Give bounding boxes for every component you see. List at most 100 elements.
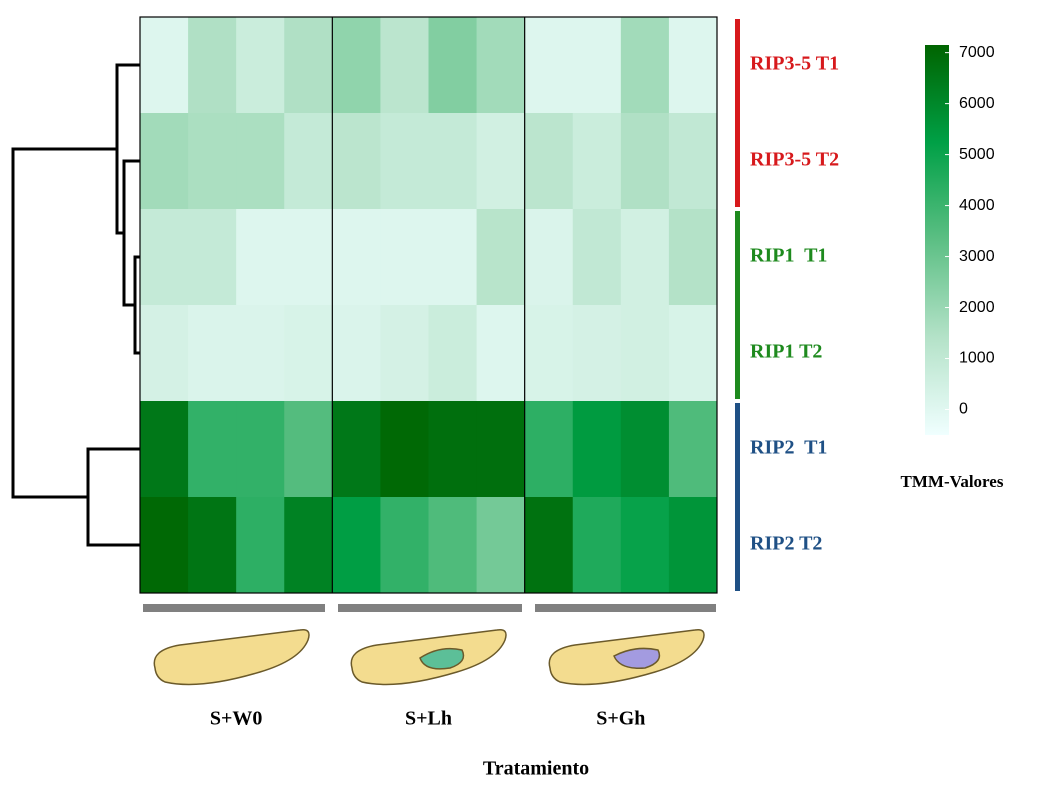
heatmap-cell — [188, 497, 237, 594]
heatmap-cell — [668, 113, 718, 210]
heatmap-cell — [620, 113, 670, 210]
heatmap-cell — [236, 401, 285, 498]
row-label: RIP3-5 T1 — [750, 53, 839, 75]
colorbar-tick-label: 2000 — [959, 299, 995, 316]
heatmap-cell — [524, 209, 574, 306]
row-label: RIP2 T2 — [750, 533, 822, 555]
heatmap-cell — [188, 401, 237, 498]
heatmap-cell — [668, 209, 718, 306]
heatmap-cell — [428, 497, 478, 594]
heatmap-cell — [524, 17, 574, 114]
heatmap-cell — [140, 17, 189, 114]
heatmap-cell — [476, 17, 526, 114]
group-label: S+W0 — [210, 708, 263, 730]
heatmap-cell — [188, 17, 237, 114]
row-label: RIP1 T1 — [750, 245, 827, 267]
heatmap-cell — [284, 209, 333, 306]
colorbar-tick-label: 1000 — [959, 350, 995, 367]
heatmap-cell — [428, 401, 478, 498]
colorbar-tick-label: 6000 — [959, 95, 995, 112]
heatmap-cell — [380, 497, 429, 594]
heatmap-cell — [572, 113, 622, 210]
colorbar-tick-label: 0 — [959, 401, 968, 418]
colorbar-tick-label: 5000 — [959, 146, 995, 163]
heatmap-cell — [476, 401, 526, 498]
heatmap-cell — [620, 305, 670, 402]
heatmap-cell — [284, 401, 333, 498]
heatmap-cell — [332, 497, 381, 594]
heatmap-cell — [380, 305, 429, 402]
heatmap-cell — [140, 497, 189, 594]
heatmap-cell — [332, 305, 381, 402]
heatmap-border — [139, 16, 718, 594]
heatmap-cell — [668, 305, 718, 402]
row-label: RIP2 T1 — [750, 437, 827, 459]
heatmap-cell — [476, 209, 526, 306]
heatmap-cell — [668, 497, 718, 594]
heatmap-cell — [620, 17, 670, 114]
row-label: RIP1 T2 — [750, 341, 822, 363]
heatmap-cell — [380, 17, 429, 114]
heatmap-cell — [620, 209, 670, 306]
row-group-bar — [735, 403, 740, 591]
heatmap-cell — [236, 209, 285, 306]
treatment-bars — [143, 604, 716, 612]
heatmap-cell — [524, 305, 574, 402]
colorbar — [925, 45, 949, 435]
heatmap-cell — [668, 401, 718, 498]
heatmap-cell — [332, 209, 381, 306]
heatmap-cell — [380, 209, 429, 306]
heatmap-cell — [620, 497, 670, 594]
heatmap-cell — [236, 113, 285, 210]
heatmap-cell — [428, 113, 478, 210]
heatmap-cell — [332, 17, 381, 114]
heatmap-cell — [140, 305, 189, 402]
heatmap-cell — [188, 113, 237, 210]
heatmap-cell — [140, 401, 189, 498]
heatmap-cell — [236, 305, 285, 402]
heatmap-cell — [572, 209, 622, 306]
heatmap-cell — [284, 17, 333, 114]
row-label: RIP3-5 T2 — [750, 149, 839, 171]
colorbar-tick-label: 3000 — [959, 248, 995, 265]
group-label: S+Lh — [405, 708, 452, 730]
heatmap-cell — [380, 401, 429, 498]
heatmap-cell — [572, 305, 622, 402]
heatmap-cell — [620, 401, 670, 498]
heatmap-cell — [140, 209, 189, 306]
colorbar-title: TMM-Valores — [901, 472, 1004, 491]
heatmap-cell — [572, 401, 622, 498]
heatmap-cell — [284, 497, 333, 594]
heatmap-cell — [236, 497, 285, 594]
heatmap-cell — [332, 401, 381, 498]
heatmap-cell — [236, 17, 285, 114]
heatmap-cell — [428, 305, 478, 402]
heatmap-cell — [428, 209, 478, 306]
row-group-bar — [735, 211, 740, 399]
heatmap-cell — [140, 113, 189, 210]
heatmap-cell — [476, 305, 526, 402]
heatmap-cell — [284, 113, 333, 210]
heatmap-cell — [524, 113, 574, 210]
heatmap-cell — [572, 17, 622, 114]
heatmap-cell — [476, 497, 526, 594]
heatmap-cell — [476, 113, 526, 210]
heatmap-cell — [428, 17, 478, 114]
heatmap-cell — [380, 113, 429, 210]
heatmap-cell — [188, 209, 237, 306]
group-label: S+Gh — [596, 708, 645, 730]
heatmap-cell — [524, 497, 574, 594]
heatmap-cell — [332, 113, 381, 210]
heatmap-cell — [188, 305, 237, 402]
colorbar-tick-label: 7000 — [959, 44, 995, 61]
heatmap-cell — [572, 497, 622, 594]
heatmap-cell — [284, 305, 333, 402]
dendrogram — [11, 63, 140, 547]
larva-icons — [153, 628, 705, 686]
colorbar-tick-label: 4000 — [959, 197, 995, 214]
row-group-bar — [735, 19, 740, 207]
heatmap-cell — [668, 17, 718, 114]
heatmap-cell — [524, 401, 574, 498]
x-axis-title: Tratamiento — [483, 758, 589, 780]
